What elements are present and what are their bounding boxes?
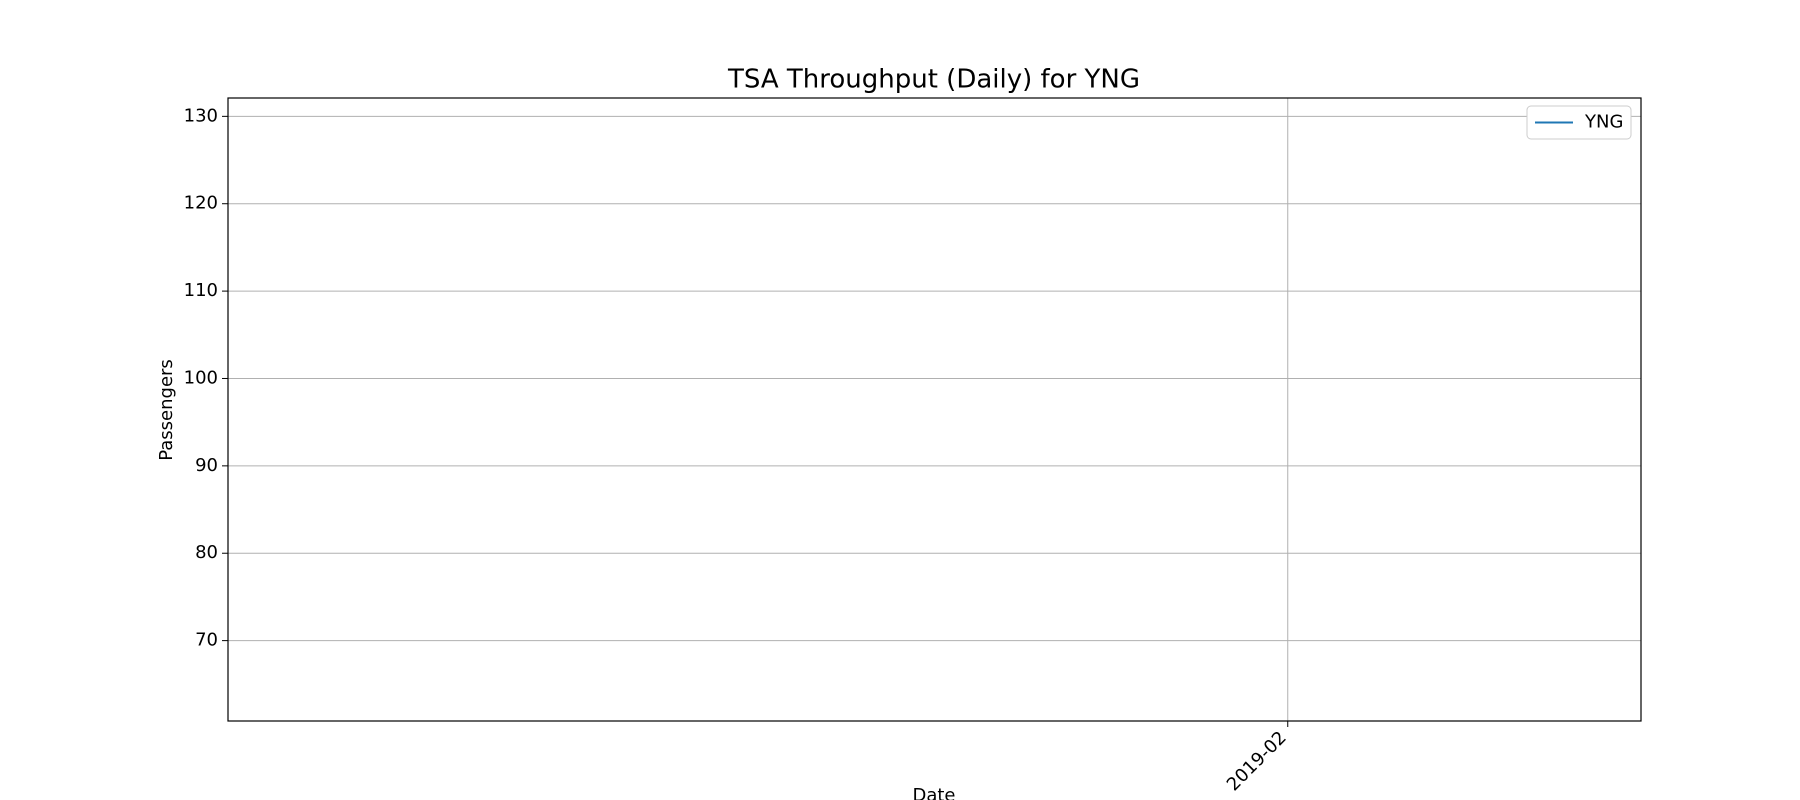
chart-title: TSA Throughput (Daily) for YNG [727, 65, 1140, 95]
x-tick-label: 2019-02 [1223, 727, 1291, 795]
y-tick-label: 130 [184, 105, 218, 126]
y-tick-label: 120 [184, 193, 218, 214]
x-axis-label: Date [912, 785, 955, 800]
y-tick-label: 90 [195, 455, 218, 476]
y-tick-label: 80 [195, 542, 218, 563]
y-axis-label: Passengers [156, 359, 177, 461]
plot-frame [227, 97, 1642, 722]
y-tick-label: 70 [195, 630, 218, 651]
legend-box [1526, 105, 1632, 140]
y-tick-label: 110 [184, 280, 218, 301]
legend-label: YNG [1584, 112, 1623, 133]
y-tick-label: 100 [184, 367, 218, 388]
